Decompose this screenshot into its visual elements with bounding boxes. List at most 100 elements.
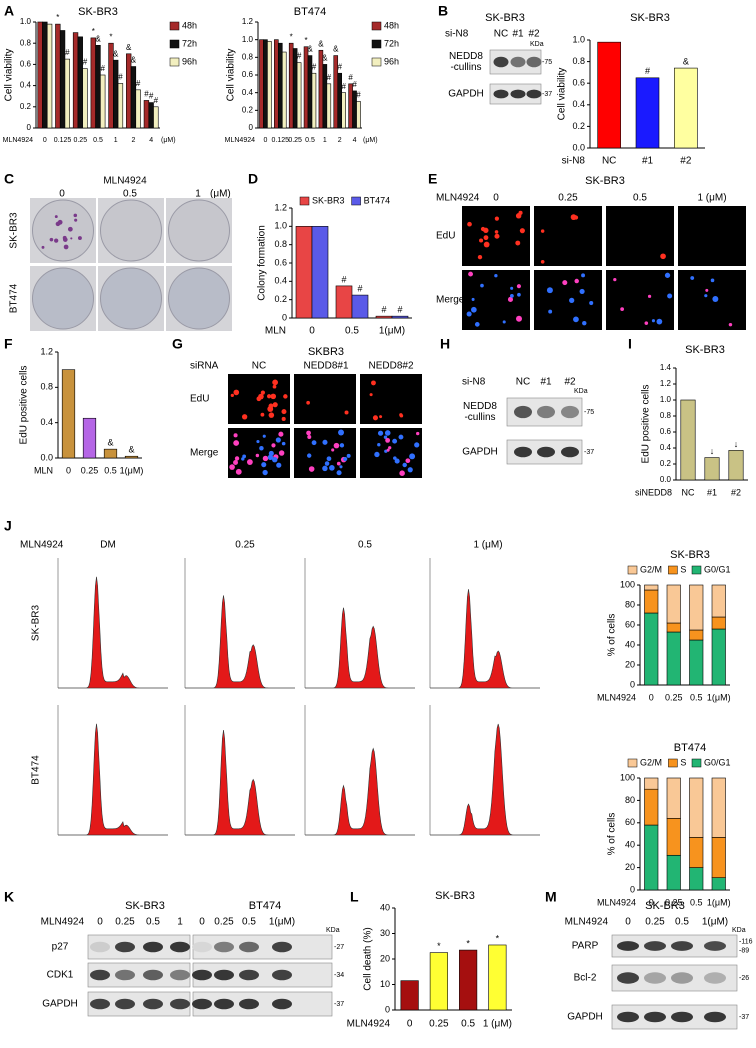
cell-nucleus [256,439,260,444]
bar-segment [711,616,726,630]
y-tick-label: 0.2 [572,121,585,131]
significance-mark: # [149,92,154,101]
cell-nucleus [322,439,328,445]
y-axis-label: % of cells [607,813,618,856]
kda-unit: KDa [732,927,746,934]
cell-nucleus [620,307,624,311]
blot-band [561,446,579,458]
size-marker: -37 [334,1001,344,1008]
y-tick-label: 0.2 [242,105,254,114]
bar [126,53,132,129]
lane-label: #2 [564,377,576,388]
cell-nucleus [270,393,277,400]
y-tick-label: 1.0 [274,221,287,231]
legend-swatch [668,758,678,768]
bar [635,77,660,149]
significance-mark: & [307,45,313,54]
cell-nucleus [272,384,277,389]
lane-label: 0 [97,917,103,928]
y-axis-label: Cell viability [557,68,568,121]
bar-segment [644,589,659,614]
blot-band [214,969,234,981]
y-tick-label: 1.2 [242,17,254,26]
y-tick-label: 0 [249,123,254,132]
y-tick-label: 40 [625,840,635,850]
cell-nucleus [283,394,288,399]
y-tick-label: 1.4 [660,363,672,372]
cell-nucleus [379,415,383,419]
significance-mark: * [496,933,500,943]
blot-band [272,969,292,981]
y-tick-label: 0.8 [572,56,585,66]
row-label: EdU [436,231,455,242]
significance-mark: # [327,73,332,82]
chart-title: SK-BR3 [78,6,118,18]
y-tick-label: 80 [625,599,635,609]
significance-mark: * [92,27,95,36]
lane-label: 0.25 [214,917,234,928]
x-tick-label: #1 [707,487,717,497]
blot-band [617,1011,639,1023]
cell-nucleus [386,448,390,452]
y-tick-label: 0.6 [660,427,672,436]
lane-label: 0.25 [115,917,135,928]
bar-segment [689,837,704,868]
panel-letter: A [4,3,14,19]
panel-prefix: MLN4924 [436,193,480,204]
cell-nucleus [546,287,553,294]
row-label: Merge [190,448,219,459]
x-tick-label: #2 [731,487,741,497]
panel-prefix: siRNA [190,361,219,372]
row-label: NEDD8 [463,401,497,412]
bar [90,37,96,129]
bar [597,41,621,149]
bar [82,68,88,129]
cell-nucleus [394,458,400,464]
cell-nucleus [377,443,381,447]
bar [153,106,159,129]
chart-title: SK-BR3 [670,549,710,561]
blot-band [192,941,212,953]
y-tick-label: 0.6 [572,78,585,88]
row-label: GAPDH [567,1012,603,1023]
x-axis-label: MLN4924 [597,897,636,907]
cell-nucleus [339,443,345,448]
cell-nucleus [272,456,278,463]
cell-nucleus [272,379,278,386]
column-label: 0.25 [235,540,255,551]
cell-nucleus [281,441,286,446]
blot-band [493,56,509,68]
cell-nucleus [331,448,335,452]
cell-nucleus [268,412,275,418]
chart-title: BT474 [294,6,326,18]
legend-label: SK-BR3 [312,195,345,205]
significance-mark: # [341,274,346,284]
bar [704,457,720,481]
panel-letter: G [172,336,183,352]
cell-nucleus [502,320,506,324]
significance-mark: & [128,445,134,455]
blot-strip [192,991,333,1017]
column-label: NC [252,361,266,372]
bar [259,39,264,129]
cell-nucleus [477,254,483,260]
legend-label: S [680,757,686,767]
blot-band [170,998,190,1010]
y-axis-label: Colony formation [257,225,268,301]
x-tick-label: 4 [353,137,357,144]
colony [67,226,73,232]
cell-nucleus [647,294,652,298]
column-label: 0 [493,193,499,204]
y-tick-label: 0.0 [40,452,53,462]
bar-segment [689,584,704,631]
blot-band [115,998,135,1010]
bar [135,89,141,129]
legend-swatch [627,565,638,575]
flow-histogram [185,595,295,689]
cell-nucleus [540,229,545,233]
cell-nucleus [468,271,473,277]
x-tick-label: 0.25 [665,692,683,702]
x-tick-label: 0.5 [690,692,703,702]
bar-segment [644,788,659,826]
lane-prefix: MLN4924 [565,917,609,928]
